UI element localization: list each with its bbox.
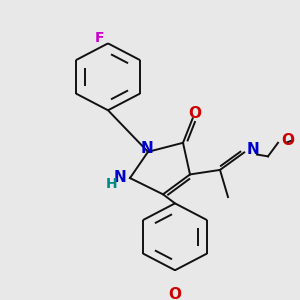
Text: F: F — [95, 31, 105, 45]
Text: O: O — [188, 106, 202, 122]
Text: N: N — [247, 142, 260, 157]
Text: O: O — [281, 133, 294, 148]
Text: H: H — [106, 177, 118, 191]
Text: O: O — [169, 287, 182, 300]
Text: N: N — [141, 141, 153, 156]
Text: N: N — [114, 169, 126, 184]
